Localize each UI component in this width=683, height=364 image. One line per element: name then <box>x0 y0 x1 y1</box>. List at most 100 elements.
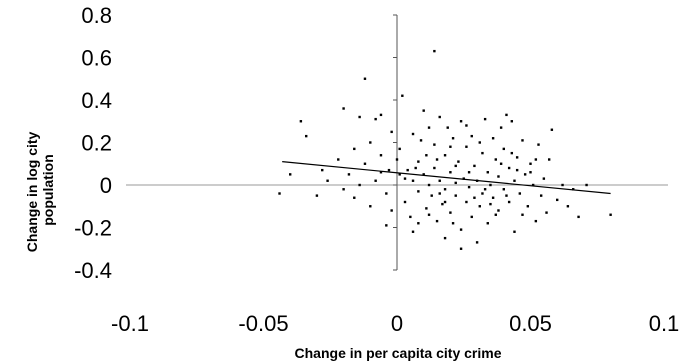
data-point <box>385 224 388 227</box>
y-tick-label: 0.8 <box>81 3 112 28</box>
y-tick-label: 0.4 <box>81 88 112 113</box>
data-point <box>449 211 452 214</box>
data-point <box>411 230 415 233</box>
data-point <box>505 194 508 197</box>
data-point <box>505 113 508 117</box>
data-point <box>462 177 465 180</box>
data-point <box>465 124 468 127</box>
data-point <box>438 192 441 195</box>
data-point <box>342 188 345 191</box>
data-point <box>435 158 439 161</box>
y-axis-title-line-2: population <box>40 154 56 226</box>
data-point <box>379 113 383 117</box>
data-point <box>409 215 412 219</box>
data-point <box>379 154 383 157</box>
data-point <box>483 117 487 121</box>
trend-line-group <box>282 161 611 195</box>
axes <box>126 14 668 271</box>
data-point <box>374 179 377 182</box>
data-point <box>465 145 468 148</box>
data-point <box>398 147 401 151</box>
data-point <box>459 228 463 231</box>
data-point <box>486 171 489 174</box>
data-point <box>363 77 367 80</box>
data-points <box>278 49 612 250</box>
data-point <box>494 213 497 216</box>
data-point <box>513 230 516 233</box>
data-point <box>483 188 487 191</box>
data-point <box>363 162 367 165</box>
data-point <box>534 158 538 161</box>
data-point <box>305 134 308 138</box>
data-point <box>521 139 524 142</box>
data-point <box>507 200 511 204</box>
data-point <box>422 109 425 112</box>
data-point <box>494 158 497 161</box>
data-point <box>491 137 495 140</box>
data-point <box>497 175 500 178</box>
data-point <box>414 166 417 170</box>
data-point <box>374 117 377 121</box>
data-point <box>470 215 473 219</box>
x-axis-title: Change in per capita city crime <box>295 345 502 361</box>
data-point <box>449 171 452 174</box>
data-point <box>446 126 449 129</box>
data-point <box>499 126 503 129</box>
data-point <box>443 188 447 191</box>
data-point <box>547 158 551 161</box>
data-point <box>403 177 407 180</box>
data-point <box>454 194 457 197</box>
data-point <box>467 185 471 189</box>
data-point <box>427 126 431 129</box>
data-point <box>425 154 428 157</box>
data-point <box>427 183 431 187</box>
y-tick-labels: 0.8 0.6 0.4 0.2 0 -0.2 -0.4 <box>74 3 112 283</box>
data-point <box>411 132 415 136</box>
data-point <box>497 209 500 212</box>
data-point <box>457 160 460 163</box>
data-point <box>537 143 540 146</box>
x-tick-labels: -0.1 -0.05 0 0.05 0.1 <box>111 311 679 336</box>
data-point <box>529 162 532 165</box>
data-point <box>542 177 546 180</box>
data-point <box>326 179 329 182</box>
data-point <box>465 200 468 204</box>
data-point <box>379 171 383 174</box>
data-point <box>507 166 511 170</box>
data-point <box>545 211 548 214</box>
data-point <box>489 183 492 187</box>
data-point <box>515 156 519 159</box>
data-point <box>353 147 356 151</box>
data-point <box>395 158 399 161</box>
y-axis-title-line-1: Change in log city <box>24 131 40 252</box>
data-point <box>556 198 559 202</box>
data-point <box>358 183 361 187</box>
data-point <box>358 115 361 119</box>
data-point <box>347 173 351 176</box>
data-point <box>475 241 479 244</box>
data-point <box>609 213 612 216</box>
data-point <box>539 194 543 197</box>
trend-line <box>282 161 611 195</box>
data-point <box>473 196 476 199</box>
data-point <box>443 236 447 240</box>
data-point <box>489 202 492 206</box>
data-point <box>499 162 503 165</box>
x-tick-label: 0.1 <box>649 311 680 336</box>
x-tick-label: 0 <box>391 311 403 336</box>
data-point <box>299 120 303 123</box>
data-point <box>411 179 415 182</box>
data-point <box>433 143 436 146</box>
data-point <box>459 120 463 123</box>
x-tick-label: -0.05 <box>238 311 288 336</box>
data-point <box>478 205 481 208</box>
data-point <box>385 192 388 195</box>
data-point <box>454 164 457 168</box>
data-point <box>422 173 425 176</box>
x-tick-label: 0.05 <box>509 311 552 336</box>
data-point <box>321 168 324 172</box>
y-tick-label: 0.2 <box>81 131 112 156</box>
data-point <box>417 222 420 225</box>
data-point <box>353 196 356 199</box>
data-point <box>566 205 570 208</box>
